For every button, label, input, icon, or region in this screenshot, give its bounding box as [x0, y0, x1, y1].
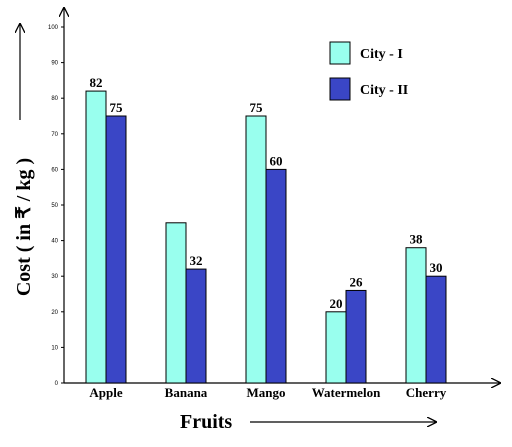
category-labels: Apple Banana Mango Watermelon Cherry [89, 385, 446, 400]
data-label: 20 [330, 296, 343, 311]
y-tick-label: 10 [51, 345, 58, 351]
y-tick-label: 20 [51, 310, 58, 316]
bar-mango-series-1 [245, 115, 267, 384]
y-tick-label: 50 [51, 203, 58, 209]
category-label: Banana [165, 385, 208, 400]
bar-watermelon-series-1 [325, 311, 347, 384]
y-axis-ticks: 0 10 20 30 40 50 60 70 80 90 100 [48, 25, 64, 387]
legend-swatch-city-2 [329, 77, 351, 101]
category-label: Mango [247, 385, 286, 400]
data-label: 82 [90, 75, 103, 90]
bar-cherry-series-1 [405, 247, 427, 384]
bar-banana-series-2 [185, 268, 207, 384]
data-label: 26 [350, 274, 364, 289]
y-tick-label: 0 [55, 381, 59, 387]
category-label: Watermelon [312, 385, 381, 400]
y-tick-label: 90 [51, 61, 58, 67]
bar-mango-series-2 [265, 168, 287, 384]
legend-swatch-city-1 [329, 41, 351, 65]
data-label: 38 [410, 232, 424, 247]
bar-apple-series-1 [85, 90, 107, 384]
y-tick-label: 30 [51, 274, 58, 280]
bar-cherry-series-2 [425, 275, 447, 384]
x-axis-title: Fruits [180, 411, 232, 433]
bars [85, 90, 447, 384]
bar-apple-series-2 [105, 115, 127, 384]
bar-banana-series-1 [165, 222, 187, 384]
y-tick-label: 60 [51, 167, 58, 173]
y-tick-label: 80 [51, 96, 58, 102]
data-label: 75 [110, 100, 124, 115]
legend-label-city-2: City - II [360, 83, 408, 98]
legend: City - I City - II [329, 41, 408, 101]
category-label: Cherry [406, 385, 447, 400]
data-label: 60 [270, 153, 283, 168]
category-label: Apple [89, 385, 122, 400]
data-label: 32 [190, 253, 203, 268]
y-tick-label: 70 [51, 132, 58, 138]
bar-watermelon-series-2 [345, 289, 367, 384]
y-axis-title: Cost ( in ₹ / kg ) [13, 158, 35, 296]
data-labels: 82 75 32 75 60 20 26 38 30 [90, 75, 443, 311]
legend-label-city-1: City - I [360, 47, 403, 62]
y-tick-label: 40 [51, 239, 58, 245]
data-label: 75 [250, 100, 264, 115]
data-label: 30 [430, 260, 443, 275]
y-tick-label: 100 [48, 25, 59, 31]
